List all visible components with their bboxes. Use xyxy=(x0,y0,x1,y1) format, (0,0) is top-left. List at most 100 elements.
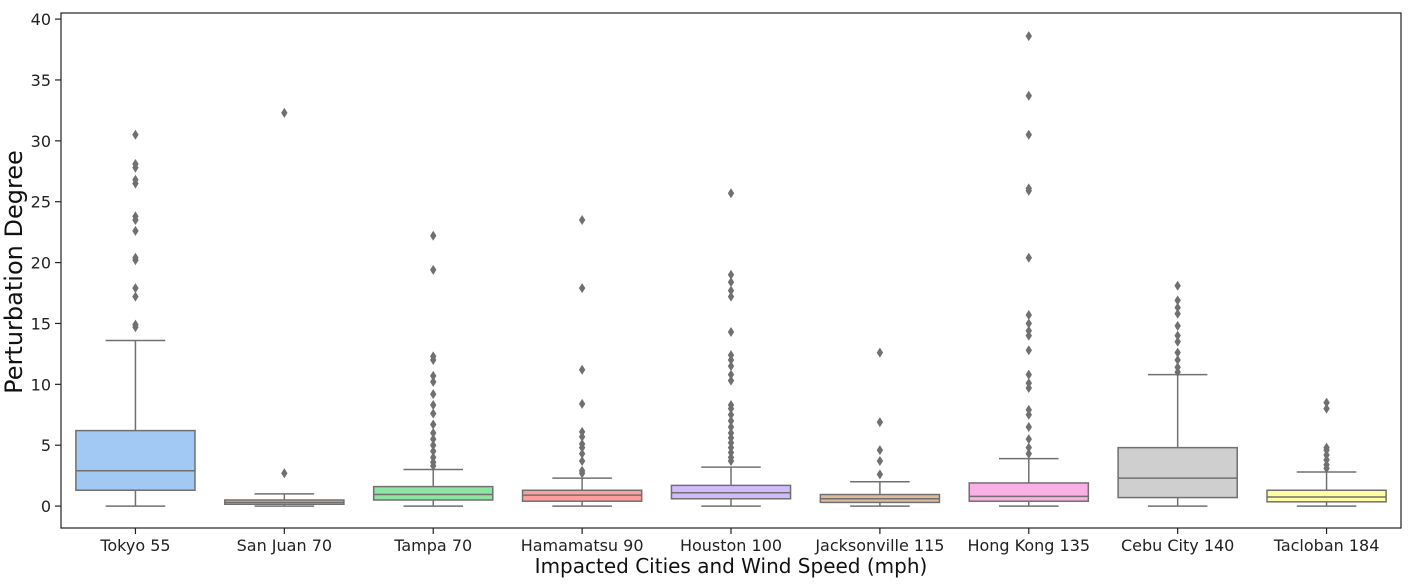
y-tick-label: 25 xyxy=(31,193,51,212)
x-tick-label: Hong Kong 135 xyxy=(967,536,1090,555)
outlier-point xyxy=(1174,280,1181,291)
outlier-point xyxy=(281,107,288,118)
outlier-point xyxy=(1174,320,1181,331)
outlier-point xyxy=(1174,308,1181,319)
outlier-point xyxy=(1025,325,1032,336)
outlier-point xyxy=(1323,403,1330,414)
outlier-point xyxy=(1025,252,1032,263)
outlier-point xyxy=(578,456,586,467)
outlier-point xyxy=(132,252,139,263)
outlier-point xyxy=(1174,354,1181,365)
outlier-point xyxy=(132,129,139,140)
outlier-point xyxy=(430,446,437,457)
y-tick-label: 40 xyxy=(31,10,51,29)
outlier-point xyxy=(578,426,586,437)
x-tick-label: Tacloban 184 xyxy=(1273,536,1380,555)
axes: 0 5 10 15 20 25 30 35 40 Tokyo 55 San Juan 70 Tampa… xyxy=(31,10,1402,555)
outlier-point xyxy=(1025,31,1032,42)
outlier-point xyxy=(578,398,586,409)
outlier-point xyxy=(430,440,437,451)
outlier-point xyxy=(727,375,735,386)
outlier-point xyxy=(132,283,139,294)
outlier-point xyxy=(727,188,735,199)
outlier-point xyxy=(1025,378,1032,389)
x-tick-label: Hamamatsu 90 xyxy=(521,536,644,555)
outlier-point xyxy=(876,456,884,467)
outlier-point xyxy=(1025,129,1032,140)
plot-area xyxy=(75,31,1387,507)
box-iqr xyxy=(75,429,196,492)
y-tick-label: 35 xyxy=(31,71,51,90)
outlier-point xyxy=(727,326,735,337)
outlier-point xyxy=(727,277,735,288)
y-tick-label: 10 xyxy=(31,375,51,394)
outlier-point xyxy=(430,428,437,439)
outlier-point xyxy=(430,434,437,445)
outlier-point xyxy=(727,361,735,372)
x-tick-label: San Juan 70 xyxy=(237,536,332,555)
outlier-point xyxy=(727,291,735,302)
box-group-5 xyxy=(819,347,941,507)
outlier-point xyxy=(727,285,735,296)
outlier-point xyxy=(727,350,735,361)
outlier-point xyxy=(727,415,735,426)
y-tick-label: 15 xyxy=(31,314,51,333)
outlier-point xyxy=(430,400,437,411)
box-group-7 xyxy=(1117,280,1238,507)
outlier-point xyxy=(1323,397,1330,408)
outlier-point xyxy=(1025,345,1032,356)
outlier-point xyxy=(876,417,884,428)
x-axis-title: Impacted Cities and Wind Speed (mph) xyxy=(535,554,928,578)
x-tick-label: Houston 100 xyxy=(680,536,782,555)
outlier-point xyxy=(876,347,884,358)
outlier-point xyxy=(578,364,586,375)
outlier-point xyxy=(727,269,735,280)
outlier-point xyxy=(132,174,139,185)
outlier-point xyxy=(876,445,884,456)
outlier-point xyxy=(578,214,586,225)
x-tick-label: Tokyo 55 xyxy=(99,536,170,555)
box-group-8 xyxy=(1266,397,1387,507)
outlier-point xyxy=(1025,421,1032,432)
box-group-2 xyxy=(372,230,494,507)
outlier-point xyxy=(1323,442,1330,453)
outlier-point xyxy=(1025,404,1032,415)
outlier-point xyxy=(132,225,139,236)
outlier-point xyxy=(1174,330,1181,341)
outlier-point xyxy=(430,389,437,400)
outlier-point xyxy=(1025,369,1032,380)
outlier-point xyxy=(132,158,139,169)
box-iqr xyxy=(1266,489,1387,503)
outlier-point xyxy=(578,283,586,294)
outlier-point xyxy=(727,428,735,439)
outlier-point xyxy=(1025,318,1032,329)
outlier-point xyxy=(1174,302,1181,313)
y-tick-label: 0 xyxy=(41,497,51,516)
outlier-point xyxy=(727,369,735,380)
outlier-point xyxy=(430,370,437,381)
outlier-point xyxy=(132,291,139,302)
outlier-point xyxy=(876,469,884,480)
outlier-point xyxy=(1025,309,1032,320)
outlier-point xyxy=(430,264,437,275)
outlier-point xyxy=(1025,434,1032,445)
box-iqr xyxy=(372,485,494,501)
outlier-point xyxy=(578,438,586,449)
x-tick-label: Cebu City 140 xyxy=(1121,536,1234,555)
box-iqr xyxy=(1117,446,1238,499)
outlier-point xyxy=(727,400,735,411)
x-tick-label: Jacksonville 115 xyxy=(814,536,944,555)
outlier-point xyxy=(1025,90,1032,101)
y-tick-label: 30 xyxy=(31,132,51,151)
box-group-3 xyxy=(521,214,643,507)
outlier-point xyxy=(1025,448,1032,459)
outlier-point xyxy=(1174,336,1181,347)
y-tick-label: 20 xyxy=(31,254,51,273)
outlier-point xyxy=(430,351,437,362)
x-tick-label: Tampa 70 xyxy=(393,536,472,555)
outlier-point xyxy=(430,452,437,463)
outlier-point xyxy=(430,376,437,387)
y-axis-title: Perturbation Degree xyxy=(0,150,28,394)
box-group-0 xyxy=(75,129,196,507)
